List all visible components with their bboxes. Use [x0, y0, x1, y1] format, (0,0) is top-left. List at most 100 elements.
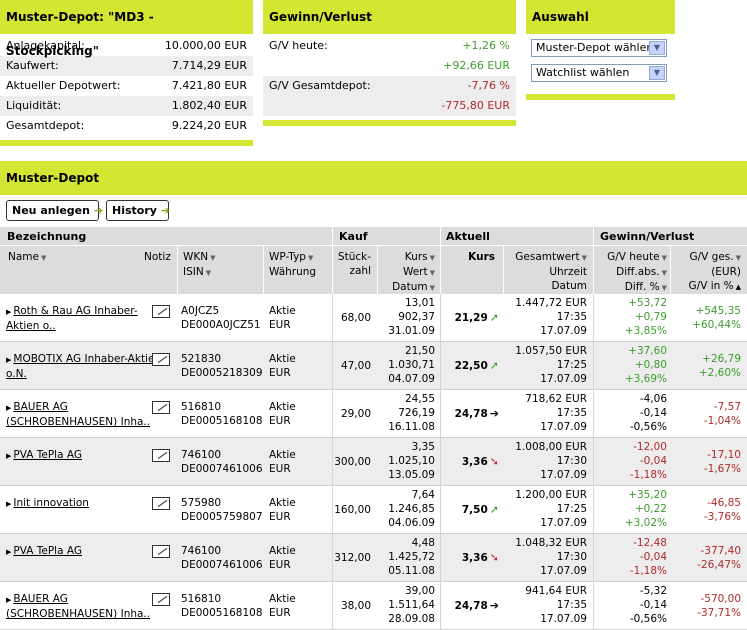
stock-name-link[interactable]: BAUER AG: [13, 593, 68, 605]
stock-name-link[interactable]: PVA TePla AG: [13, 449, 82, 461]
col-gv-heute[interactable]: G/V heute ▼ Diff.abs. ▼ Diff. % ▼: [607, 250, 667, 295]
note-edit-icon[interactable]: [152, 353, 170, 366]
stock-name-link-2[interactable]: o.N.: [6, 368, 27, 380]
stock-name[interactable]: ▶ Roth & Rau AG Inhaber- Aktien o..: [6, 304, 138, 333]
typ: Aktie: [269, 401, 296, 413]
wkn-isin: 746100 DE0007461006: [181, 448, 263, 476]
header-vline: [263, 246, 264, 294]
header-vline: [440, 227, 441, 294]
stock-name-link-2[interactable]: (SCHROBENHAUSEN) Inha..: [6, 416, 151, 428]
gv-heute-value: +35,20: [628, 489, 667, 501]
col-gesamtwert[interactable]: Gesamtwert ▼ Uhrzeit Datum: [515, 250, 587, 293]
watchlist-select[interactable]: Watchlist wählen ▼: [531, 64, 667, 82]
col-gv-ges[interactable]: G/V ges. ▼ (EUR) G/V in % ▲: [689, 250, 741, 294]
wp-typ: Aktie EUR: [269, 544, 296, 572]
header-vline: [593, 227, 594, 294]
note-edit-icon[interactable]: [152, 401, 170, 414]
stock-name-link[interactable]: MOBOTIX AG Inhaber-Aktien: [13, 353, 162, 365]
stock-name-link-2[interactable]: Aktien o..: [6, 320, 56, 332]
kauf-kurs: 3,35: [411, 441, 435, 453]
stock-name[interactable]: ▶ BAUER AG (SCHROBENHAUSEN) Inha..: [6, 592, 150, 621]
kauf-wert: 902,37: [398, 311, 435, 323]
stock-name[interactable]: ▶ MOBOTIX AG Inhaber-Aktien o.N.: [6, 352, 161, 381]
kauf-kurs: 13,01: [404, 297, 435, 309]
gv-ges-value: +26,79: [702, 353, 741, 365]
uhrzeit: 17:25: [556, 503, 587, 515]
col-wptyp[interactable]: WP-Typ ▼ Währung: [269, 250, 316, 279]
datum: 17.07.09: [540, 469, 587, 481]
diff-abs: -0,14: [639, 599, 667, 611]
watchlist-select-value: Watchlist wählen: [536, 66, 630, 79]
note-edit-icon[interactable]: [152, 449, 170, 462]
header-vline: [332, 227, 333, 294]
stock-name-link[interactable]: Init innovation: [13, 497, 89, 509]
col-kurs-kauf[interactable]: Kurs ▼ Wert ▼ Datum ▼: [392, 250, 435, 295]
trend-flat-icon: ➔: [489, 599, 499, 612]
wkn: 516810: [181, 593, 222, 605]
chevron-down-icon[interactable]: ▼: [649, 41, 665, 55]
summary-row: Liquidität: 1.802,40 EUR: [0, 96, 253, 116]
stock-name[interactable]: ▶ BAUER AG (SCHROBENHAUSEN) Inha..: [6, 400, 150, 429]
currency: EUR: [269, 415, 291, 427]
stock-name[interactable]: ▶ Init innovation: [6, 496, 89, 511]
stock-name[interactable]: ▶ PVA TePla AG: [6, 544, 82, 559]
col-stueckzahl: Stück-zahl: [338, 250, 371, 278]
history-label: History: [112, 204, 157, 217]
stock-name-link[interactable]: PVA TePla AG: [13, 545, 82, 557]
summary-value: 1.802,40 EUR: [171, 99, 247, 112]
stock-name-link-2[interactable]: (SCHROBENHAUSEN) Inha..: [6, 608, 151, 620]
note-edit-icon[interactable]: [152, 593, 170, 606]
chevron-down-icon[interactable]: ▼: [649, 66, 665, 80]
summary-value: 10.000,00 EUR: [164, 39, 247, 52]
currency: EUR: [269, 559, 291, 571]
summary-label: Anlagekapital:: [6, 39, 85, 52]
note-edit-icon[interactable]: [152, 305, 170, 318]
note-edit-icon[interactable]: [152, 545, 170, 558]
gv-heute-row: G/V heute: +1,26 %: [263, 36, 516, 56]
table-header: [0, 227, 747, 294]
history-button[interactable]: History ➔: [106, 200, 170, 221]
group-kauf: Kauf: [339, 230, 368, 243]
table-row: ▶ Roth & Rau AG Inhaber- Aktien o.. A0JCZ5 D…: [0, 294, 747, 342]
auswahl-panel: Auswahl Muster-Depot wähler ▼ Watchlist …: [526, 0, 675, 100]
uhrzeit: 17:25: [556, 359, 587, 371]
row-separator: [0, 581, 747, 582]
kauf-values: 24,55 726,19 16.11.08: [388, 392, 435, 434]
table-row: ▶ BAUER AG (SCHROBENHAUSEN) Inha.. 516810 DE…: [0, 582, 747, 630]
uhrzeit: 17:35: [556, 599, 587, 611]
wkn: 746100: [181, 449, 222, 461]
group-bezeichnung: Bezeichnung: [7, 230, 87, 243]
kauf-kurs: 4,48: [411, 537, 435, 549]
gesamtwert: 1.008,00 EUR 17:30 17.07.09: [515, 440, 587, 482]
gv-heute: +53,72 +0,79 +3,85%: [625, 296, 667, 338]
stueckzahl: 68,00: [340, 312, 371, 324]
neu-anlegen-button[interactable]: Neu anlegen ➔: [6, 200, 103, 221]
kurs-value: 24,78: [454, 600, 488, 612]
col-wkn[interactable]: WKN ▼ ISIN ▼: [183, 250, 216, 280]
wkn: 521830: [181, 353, 222, 365]
stock-name-link[interactable]: Roth & Rau AG Inhaber-: [13, 305, 138, 317]
col-name[interactable]: Name ▼: [8, 250, 46, 265]
uhrzeit: 17:35: [556, 311, 587, 323]
gv-heute-value: -5,32: [639, 585, 667, 597]
wp-typ: Aktie EUR: [269, 448, 296, 476]
typ: Aktie: [269, 353, 296, 365]
note-edit-icon[interactable]: [152, 497, 170, 510]
wp-typ: Aktie EUR: [269, 304, 296, 332]
group-aktuell: Aktuell: [446, 230, 490, 243]
summary-row: Anlagekapital: 10.000,00 EUR: [0, 36, 253, 56]
typ: Aktie: [269, 449, 296, 461]
muster-depot-select[interactable]: Muster-Depot wähler ▼: [531, 39, 667, 57]
col-eur-label: (EUR): [711, 266, 741, 278]
kauf-wert: 1.030,71: [388, 359, 435, 371]
gv-gesamt: -570,00 -37,71%: [697, 592, 741, 620]
stock-name[interactable]: ▶ PVA TePla AG: [6, 448, 82, 463]
trend-down-icon: ➘: [489, 455, 499, 468]
col-gv-heute-label: G/V heute: [607, 251, 660, 263]
trend-flat-icon: ➔: [489, 407, 499, 420]
summary-value: 7.421,80 EUR: [171, 79, 247, 92]
stock-name-link[interactable]: BAUER AG: [13, 401, 68, 413]
gv-heute-abs: +92,66 EUR: [443, 59, 510, 72]
kauf-datum: 04.06.09: [388, 517, 435, 529]
caret-right-icon: ▶: [6, 596, 12, 604]
